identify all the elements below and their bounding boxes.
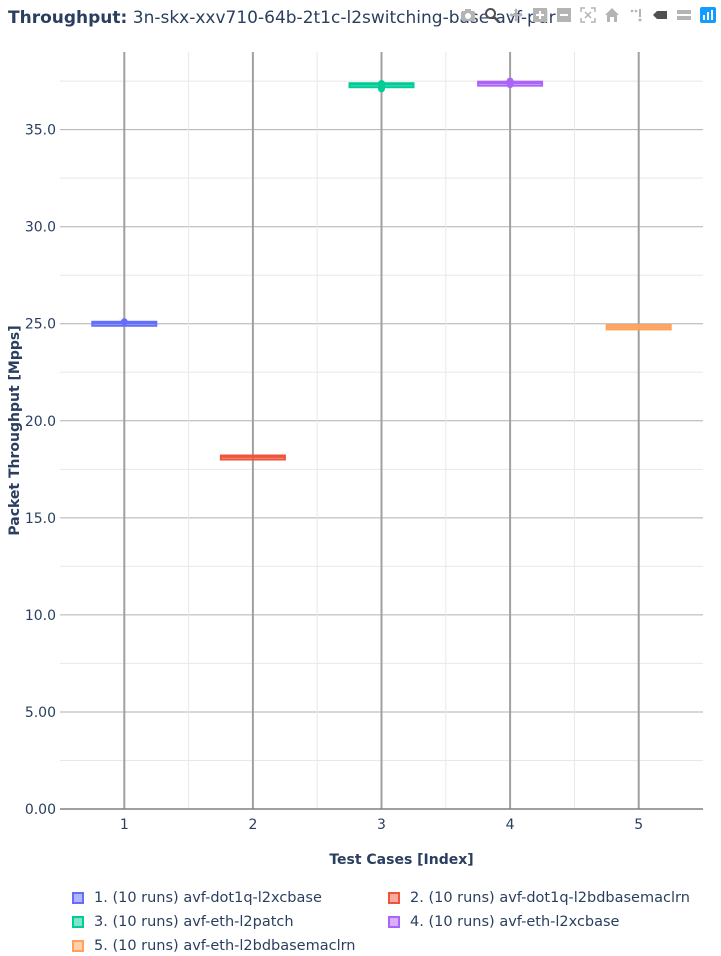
legend-label: 2. (10 runs) avf-dot1q-l2bdbasemaclrn	[410, 890, 690, 906]
legend-item[interactable]: 4. (10 runs) avf-eth-l2xcbase	[388, 914, 619, 930]
legend-item[interactable]: 5. (10 runs) avf-eth-l2bdbasemaclrn	[72, 938, 356, 954]
y-tick-label: 30.0	[25, 220, 56, 236]
legend-label: 3. (10 runs) avf-eth-l2patch	[94, 914, 294, 930]
legend-label: 4. (10 runs) avf-eth-l2xcbase	[410, 914, 619, 930]
y-axis-title: Packet Throughput [Mpps]	[7, 325, 23, 535]
x-tick-label: 1	[120, 817, 129, 833]
y-tick-label: 25.0	[25, 317, 56, 333]
legend-item[interactable]: 3. (10 runs) avf-eth-l2patch	[72, 914, 294, 930]
x-tick-label: 4	[506, 817, 515, 833]
x-tick-label: 3	[377, 817, 386, 833]
legend-swatch	[72, 916, 84, 928]
x-tick-label: 5	[634, 817, 643, 833]
y-tick-label: 5.00	[25, 705, 56, 721]
legend-swatch	[388, 892, 400, 904]
x-axis-title: Test Cases [Index]	[329, 852, 473, 868]
legend-label: 5. (10 runs) avf-eth-l2bdbasemaclrn	[94, 938, 356, 954]
legend-item[interactable]: 2. (10 runs) avf-dot1q-l2bdbasemaclrn	[388, 890, 690, 906]
box-point	[507, 78, 514, 85]
y-tick-label: 0.00	[25, 802, 56, 818]
box-point	[121, 318, 128, 325]
y-tick-label: 35.0	[25, 123, 56, 139]
y-tick-label: 10.0	[25, 608, 56, 624]
y-tick-label: 15.0	[25, 511, 56, 527]
legend-item[interactable]: 1. (10 runs) avf-dot1q-l2xcbase	[72, 890, 322, 906]
x-tick-label: 2	[248, 817, 257, 833]
legend-swatch	[72, 892, 84, 904]
legend-swatch	[72, 940, 84, 952]
legend-label: 1. (10 runs) avf-dot1q-l2xcbase	[94, 890, 322, 906]
box-point	[378, 80, 385, 87]
y-tick-label: 20.0	[25, 414, 56, 430]
legend-swatch	[388, 916, 400, 928]
